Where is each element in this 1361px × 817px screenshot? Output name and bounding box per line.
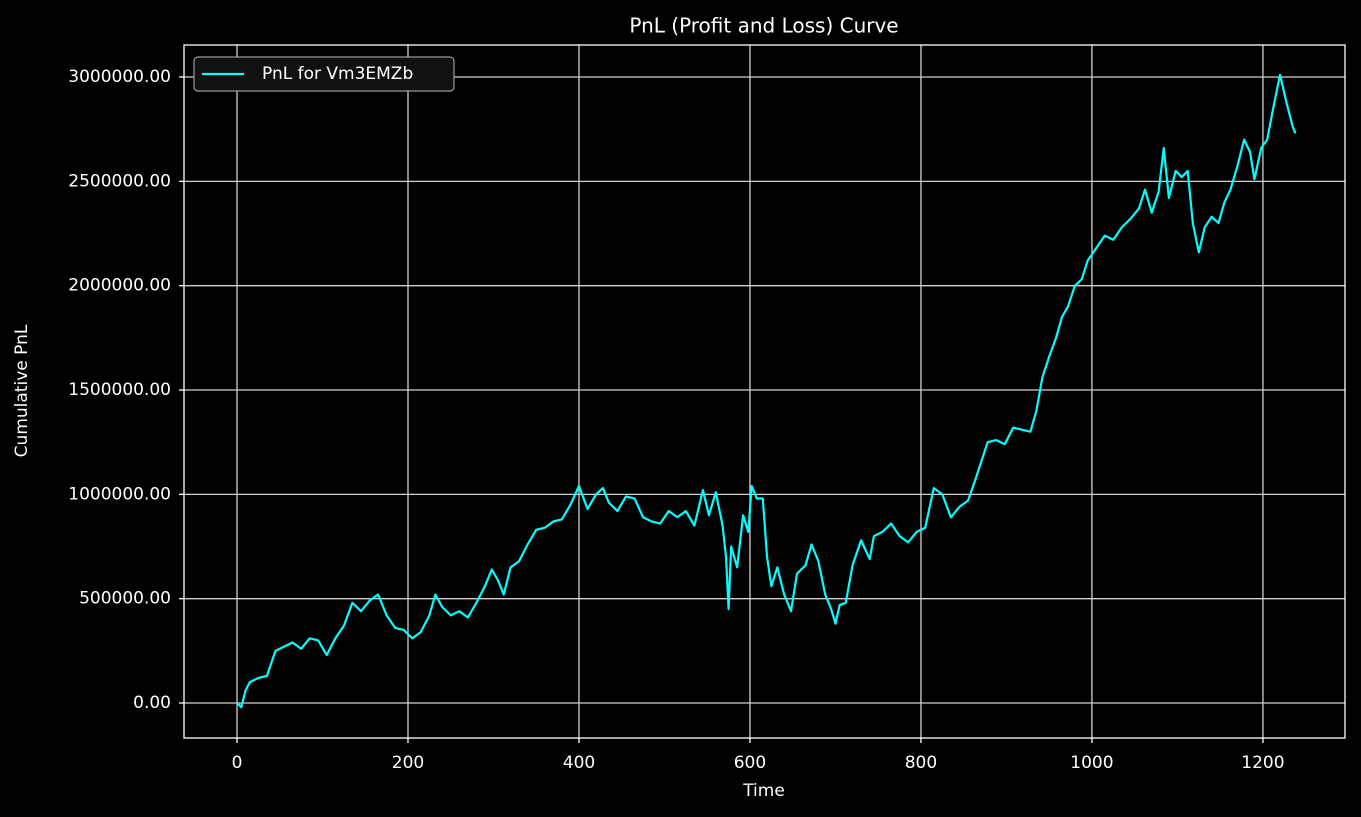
legend-box [193, 56, 455, 92]
x-tick-label: 800 [905, 753, 937, 773]
x-tick-label: 200 [392, 753, 424, 773]
x-tick-label: 1000 [1070, 753, 1113, 773]
x-tick-label: 1200 [1241, 753, 1284, 773]
plot-frame [183, 44, 1346, 739]
x-axis-label: Time [742, 781, 785, 801]
x-tick-label: 400 [563, 753, 595, 773]
y-tick-label: 2000000.00 [68, 276, 171, 296]
y-tick-label: 1000000.00 [68, 484, 171, 504]
legend-label: PnL for Vm3EMZb [262, 64, 413, 84]
y-tick-label: 2500000.00 [68, 171, 171, 191]
x-tick-label: 0 [232, 753, 243, 773]
y-tick-label: 500000.00 [79, 589, 171, 609]
x-tick-label: 600 [734, 753, 766, 773]
chart-title: PnL (Profit and Loss) Curve [629, 14, 898, 38]
y-tick-label: 0.00 [133, 693, 171, 713]
y-axis-label: Cumulative PnL [12, 324, 32, 457]
pnl-line [236, 73, 1297, 709]
y-tick-label: 1500000.00 [68, 380, 171, 400]
y-tick-label: 3000000.00 [68, 67, 171, 87]
